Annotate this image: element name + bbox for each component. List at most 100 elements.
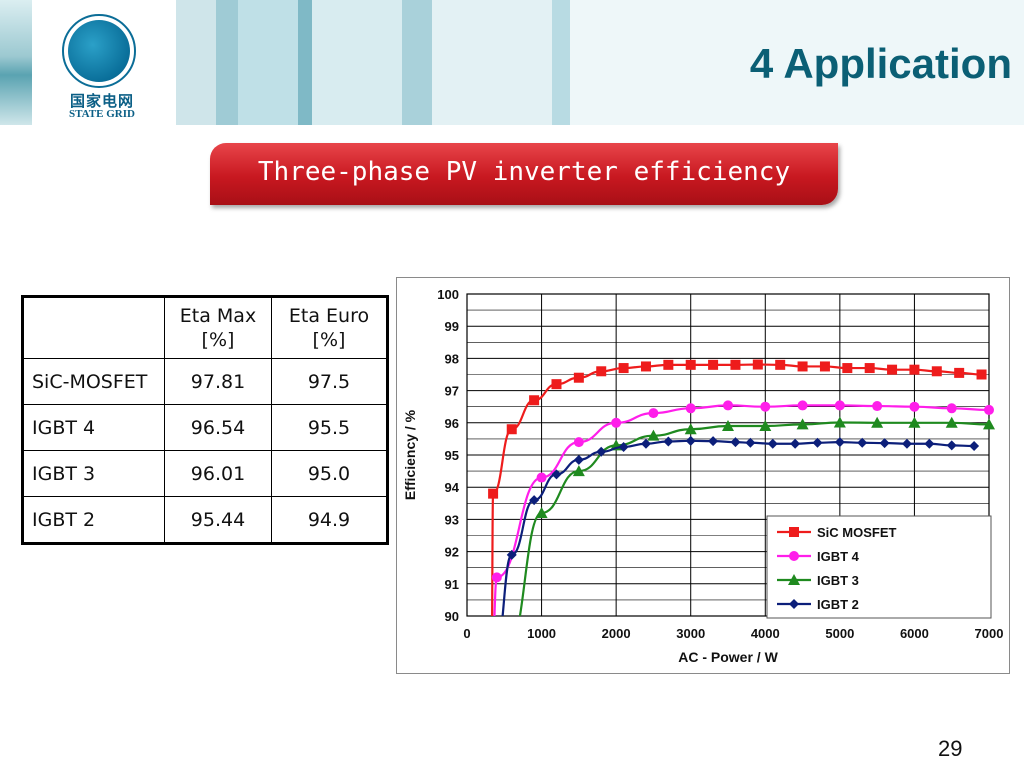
data-point <box>648 408 659 419</box>
table-cell: IGBT 3 <box>22 450 165 497</box>
table-cell: 97.81 <box>164 358 272 405</box>
data-point <box>730 437 741 448</box>
y-tick-label: 92 <box>445 545 459 560</box>
table-row: SiC-MOSFET 97.81 97.5 <box>22 358 388 405</box>
table-cell: 95.44 <box>164 496 272 544</box>
slide-number: 29 <box>938 736 963 761</box>
series-line <box>518 421 989 616</box>
data-point <box>551 379 562 390</box>
table-header-cell <box>22 296 165 359</box>
data-point <box>812 437 823 448</box>
data-point <box>857 437 868 448</box>
data-point <box>872 401 883 412</box>
legend-marker <box>788 574 800 585</box>
data-point <box>984 404 994 415</box>
y-tick-label: 97 <box>445 384 459 399</box>
legend-label: IGBT 4 <box>817 549 860 564</box>
x-tick-label: 5000 <box>825 626 854 641</box>
legend-label: SiC MOSFET <box>817 525 897 540</box>
state-grid-logo <box>68 20 130 82</box>
header-band: 国家电网 STATE GRID 4 Application <box>0 0 1024 125</box>
data-point <box>596 366 607 377</box>
legend-label: IGBT 3 <box>817 573 859 588</box>
data-point <box>572 465 585 477</box>
data-point <box>879 438 890 449</box>
plot-border <box>466 293 990 617</box>
legend-marker <box>789 527 799 537</box>
data-point <box>596 446 607 457</box>
data-point <box>834 400 845 411</box>
data-point <box>573 454 584 465</box>
data-point <box>730 359 741 370</box>
data-point <box>685 403 696 414</box>
data-point <box>551 469 562 480</box>
data-point <box>946 440 957 451</box>
y-tick-label: 93 <box>445 512 459 527</box>
logo-text-english: STATE GRID <box>69 108 135 120</box>
x-tick-label: 1000 <box>527 626 556 641</box>
efficiency-table: Eta Max [%] Eta Euro [%] SiC-MOSFET 97.8… <box>21 295 389 545</box>
x-tick-label: 6000 <box>900 626 929 641</box>
data-point <box>745 437 756 448</box>
data-point <box>954 367 965 378</box>
data-point <box>983 418 995 430</box>
data-point <box>529 395 540 406</box>
data-point <box>924 438 935 449</box>
header-left-stripe <box>0 0 32 125</box>
subtitle-text: Three-phase PV inverter efficiency <box>257 157 791 187</box>
y-tick-label: 90 <box>445 609 459 624</box>
data-point <box>864 363 875 374</box>
data-point <box>976 369 987 380</box>
data-point <box>909 364 920 375</box>
table-row: IGBT 3 96.01 95.0 <box>22 450 388 497</box>
data-point <box>752 359 763 370</box>
table-row: IGBT 4 96.54 95.5 <box>22 404 388 451</box>
data-point <box>573 437 584 448</box>
page-title: 4 Application <box>749 40 1012 87</box>
legend-marker <box>789 551 799 561</box>
x-tick-label: 2000 <box>602 626 631 641</box>
data-point <box>833 416 846 428</box>
table-header-cell: Eta Euro [%] <box>271 296 388 359</box>
data-point <box>760 401 771 412</box>
data-point <box>708 436 719 447</box>
data-point <box>909 401 920 412</box>
y-tick-label: 98 <box>445 351 459 366</box>
data-point <box>887 364 898 375</box>
table-cell: SiC-MOSFET <box>22 358 165 405</box>
data-point <box>663 436 674 447</box>
table-header-cell: Eta Max [%] <box>164 296 272 359</box>
y-tick-label: 94 <box>445 480 460 495</box>
data-point <box>901 438 912 449</box>
table-cell: 95.5 <box>271 404 388 451</box>
y-tick-label: 95 <box>445 448 459 463</box>
table-cell: IGBT 2 <box>22 496 165 544</box>
data-point <box>506 549 517 560</box>
data-point <box>708 359 719 370</box>
data-point <box>491 572 502 583</box>
subtitle-banner: Three-phase PV inverter efficiency <box>210 143 838 205</box>
data-point <box>946 403 957 414</box>
x-axis-label: AC - Power / W <box>678 649 778 665</box>
data-point <box>723 400 733 411</box>
data-point <box>819 361 830 372</box>
data-point <box>775 359 786 370</box>
header-decor-stripe <box>176 0 1024 125</box>
data-point <box>790 438 801 449</box>
data-point <box>640 438 651 449</box>
x-tick-label: 3000 <box>676 626 705 641</box>
data-point <box>796 418 809 430</box>
data-point <box>945 416 958 428</box>
logo-ring <box>62 14 136 88</box>
data-point <box>797 361 808 372</box>
data-point <box>871 416 884 428</box>
data-point <box>931 366 942 377</box>
table-row: IGBT 2 95.44 94.9 <box>22 496 388 544</box>
data-point <box>488 488 499 499</box>
y-axis-label: Efficiency / % <box>402 409 418 500</box>
data-point <box>647 429 660 441</box>
data-point <box>663 359 674 370</box>
data-point <box>685 359 696 370</box>
data-point <box>536 472 547 483</box>
